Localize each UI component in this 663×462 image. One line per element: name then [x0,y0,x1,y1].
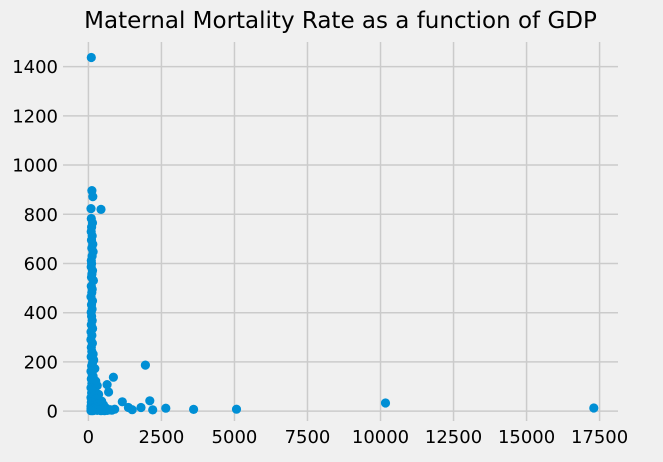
x-tick-label: 17500 [571,427,628,448]
y-tick-label: 1400 [12,57,58,78]
y-tick-label: 800 [24,205,58,226]
chart-title: Maternal Mortality Rate as a function of… [84,8,597,34]
x-tick-label: 2500 [139,427,185,448]
axes-background [63,42,618,421]
data-point [110,404,120,414]
x-tick-label: 0 [83,427,94,448]
data-point [231,404,242,414]
data-point [145,396,155,406]
data-point [88,192,98,202]
data-point [189,404,199,414]
data-point [86,52,96,63]
data-point [161,403,171,413]
data-point [136,402,146,413]
y-tick-label: 400 [24,303,58,324]
data-point [127,405,137,415]
data-point [104,387,114,397]
data-point [96,204,106,214]
data-point [117,397,127,407]
x-tick-label: 10000 [352,427,409,448]
y-tick-label: 0 [47,402,58,423]
data-point [140,360,150,370]
x-tick-label: 5000 [212,427,258,448]
x-tick-label: 12500 [425,427,482,448]
y-tick-label: 1200 [12,106,58,127]
y-tick-label: 600 [24,254,58,275]
data-point [86,204,96,214]
data-point [380,398,391,408]
data-point [86,406,96,416]
data-point [102,380,112,390]
data-point [148,405,158,415]
y-tick-label: 1000 [12,156,58,177]
x-tick-label: 15000 [498,427,555,448]
x-tick-label: 7500 [285,427,331,448]
data-point [108,372,118,382]
data-point [589,403,599,413]
y-tick-label: 200 [24,352,58,373]
